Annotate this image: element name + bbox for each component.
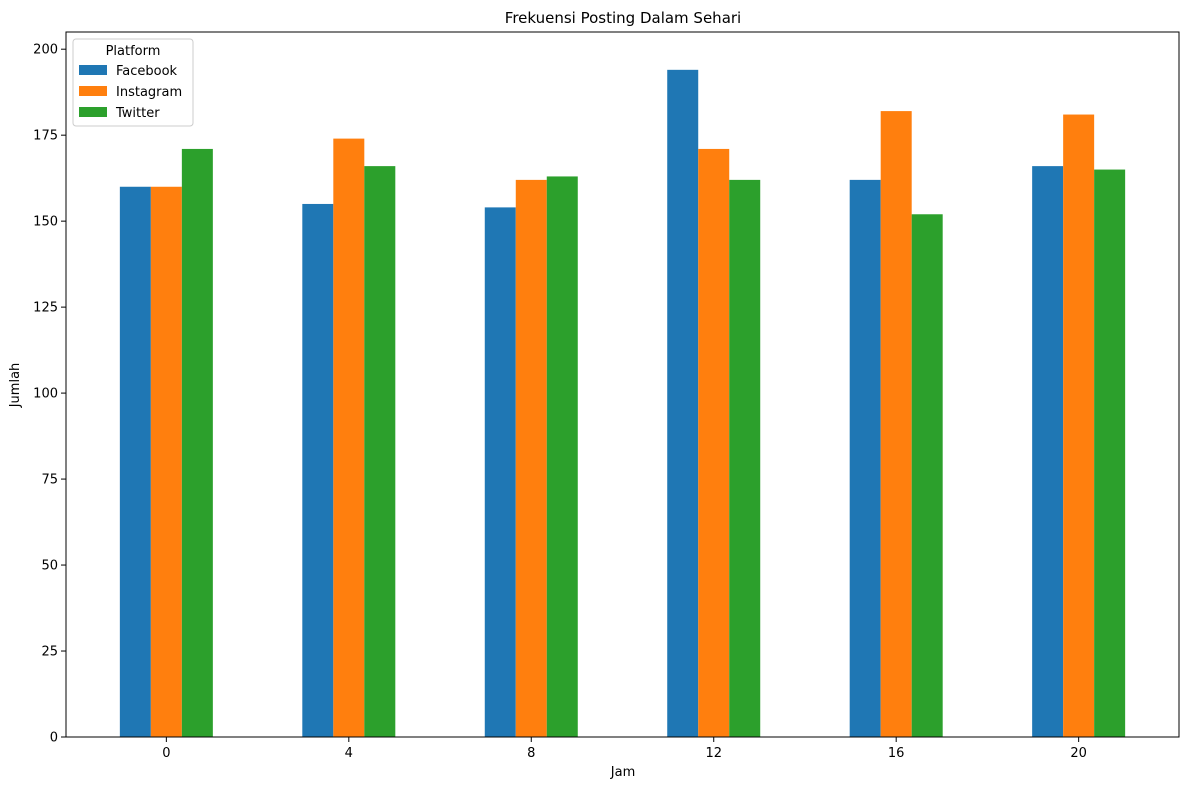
bar-twitter-20	[1094, 169, 1126, 737]
y-tick-label: 200	[33, 43, 58, 58]
bar-twitter-8	[546, 176, 578, 737]
y-tick-label: 125	[33, 301, 58, 316]
legend: Platform Facebook Instagram Twitter	[72, 38, 194, 127]
bar-facebook-4	[302, 203, 334, 737]
legend-swatch-instagram	[79, 86, 107, 96]
legend-swatch-twitter	[79, 107, 107, 117]
bar-twitter-0	[181, 148, 213, 738]
legend-title: Platform	[106, 44, 161, 59]
y-tick-label: 50	[41, 559, 58, 574]
bar-twitter-12	[729, 179, 761, 737]
bar-instagram-12	[698, 148, 730, 738]
legend-label-instagram: Instagram	[116, 85, 182, 100]
y-tick-label: 150	[33, 215, 58, 230]
y-tick-label: 175	[33, 129, 58, 144]
y-tick-label: 100	[33, 387, 58, 402]
bar-instagram-16	[880, 111, 912, 738]
x-tick-label: 20	[1070, 746, 1087, 761]
bar-instagram-0	[150, 186, 182, 737]
bar-instagram-8	[515, 179, 547, 737]
plot-frame	[65, 31, 1180, 738]
legend-label-facebook: Facebook	[116, 64, 178, 79]
x-axis-label: Jam	[610, 765, 635, 780]
x-tick-label: 16	[888, 746, 905, 761]
bar-instagram-20	[1063, 114, 1095, 738]
legend-box	[72, 38, 194, 127]
bar-facebook-8	[484, 207, 516, 737]
bar-twitter-16	[911, 214, 943, 737]
bar-facebook-20	[1032, 166, 1064, 737]
legend-swatch-facebook	[79, 65, 107, 75]
y-tick-label: 25	[41, 645, 58, 660]
bar-facebook-12	[667, 69, 699, 737]
chart-title: Frekuensi Posting Dalam Sehari	[505, 9, 741, 27]
bar-instagram-4	[333, 138, 365, 738]
x-tick-label: 0	[162, 746, 170, 761]
x-tick-label: 8	[527, 746, 535, 761]
y-tick-label: 75	[41, 473, 58, 488]
x-tick-label: 12	[705, 746, 722, 761]
x-axis-ticks: 0 4 8 12 16 20	[162, 737, 1087, 761]
legend-label-twitter: Twitter	[115, 106, 160, 121]
y-axis-label: Jumlah	[8, 363, 23, 409]
bar-twitter-4	[364, 166, 396, 737]
y-axis-ticks: 0 25 50 75 100 125 150 175 200	[33, 43, 66, 746]
bar-facebook-16	[849, 179, 881, 737]
bars-layer	[119, 69, 1126, 738]
y-tick-label: 0	[50, 731, 58, 746]
bar-facebook-0	[119, 186, 151, 737]
x-tick-label: 4	[345, 746, 353, 761]
